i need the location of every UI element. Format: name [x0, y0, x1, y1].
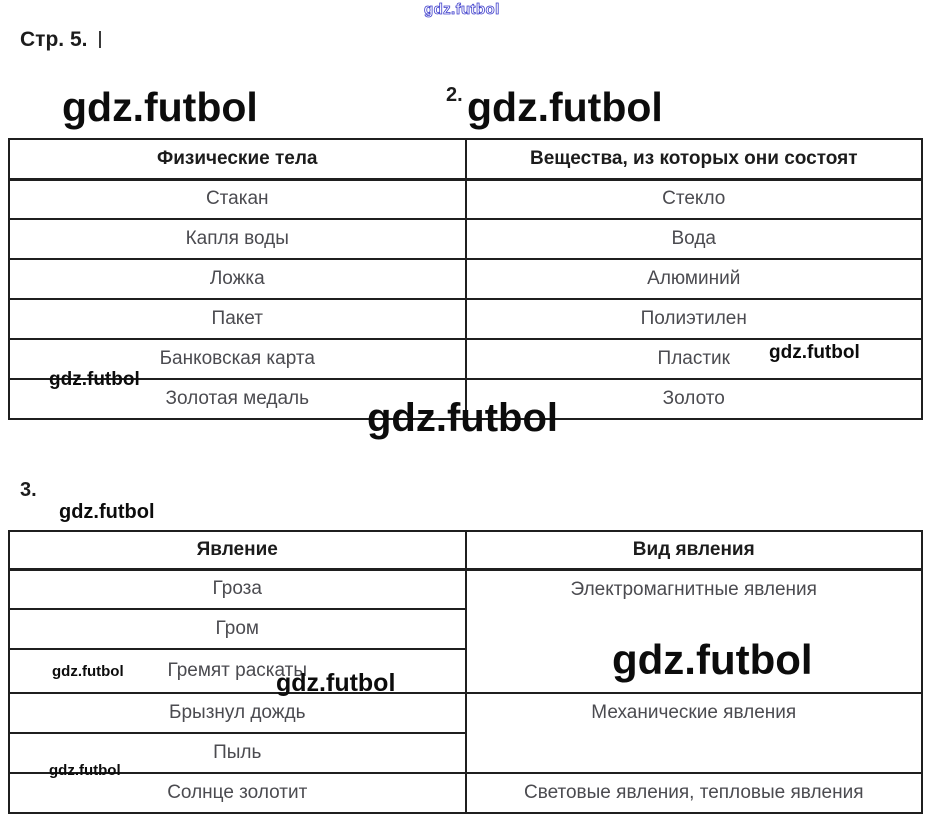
table-cell: Стекло — [464, 178, 923, 220]
table-row: Ложка Алюминий — [8, 258, 923, 300]
table-row: Банковская карта Пластик — [8, 338, 923, 380]
table-row: Гром — [8, 608, 922, 650]
table-cell: Пластик — [464, 338, 923, 380]
table-cell: Ложка — [8, 258, 467, 300]
table-cell-electromagnetic: Электромагнитные явления — [464, 568, 923, 694]
table-cell: Капля воды — [8, 218, 467, 260]
watermark-small-plastic-row: gdz.futbol — [769, 342, 860, 363]
table2-header-phenomenon: Явление — [8, 530, 467, 571]
table-cell: Пакет — [8, 298, 467, 340]
watermark-large-left: gdz.futbol — [62, 84, 258, 130]
table-row: Гроза Электромагнитные явления — [8, 568, 923, 694]
watermark-small-left-2: gdz.futbol — [52, 663, 124, 680]
table2-header-type: Вид явления — [464, 530, 923, 571]
watermark-large-right-column: gdz.futbol — [612, 636, 813, 683]
section-2-label: 2. — [446, 84, 463, 106]
table-header-row: Явление Вид явления — [8, 530, 923, 571]
text-cursor-bar — [99, 31, 101, 48]
table-cell: Стакан — [8, 178, 467, 220]
table-cell: Банковская карта — [8, 338, 467, 380]
table-cell: Золотая медаль — [8, 378, 467, 420]
table-cell-light-thermal: Световые явления, тепловые явления — [464, 772, 923, 814]
watermark-blue-top: gdz.futbol — [424, 1, 500, 18]
table-cell: Солнце золотит — [8, 772, 467, 814]
table-row: Пыль — [8, 732, 922, 774]
table-cell: Золото — [464, 378, 923, 420]
table-row: Стакан Стекло — [8, 178, 923, 220]
table-cell: Гроза — [8, 568, 467, 610]
watermark-small-left-3: gdz.futbol — [49, 762, 121, 779]
watermark-large-right: gdz.futbol — [467, 84, 663, 130]
table-row: Золотая медаль Золото — [8, 378, 923, 420]
table-cell-mechanical: Механические явления — [464, 692, 923, 774]
watermark-large-center: gdz.futbol — [367, 396, 559, 440]
watermark-medium-section3: gdz.futbol — [59, 501, 155, 523]
page-number-label: Стр. 5. — [20, 28, 88, 51]
table-cell: Пыль — [8, 732, 467, 774]
table-physical-bodies: Физические тела Вещества, из которых они… — [8, 138, 923, 420]
table-cell: Алюминий — [464, 258, 923, 300]
table-row: Капля воды Вода — [8, 218, 923, 260]
table-cell: Брызнул дождь — [8, 692, 467, 734]
table-cell: Гром — [8, 608, 467, 650]
table-cell: Гремят раскаты — [8, 648, 467, 694]
watermark-small-left-1: gdz.futbol — [49, 369, 140, 390]
table-row: Гремят раскаты — [8, 648, 922, 694]
section-3-label: 3. — [20, 479, 37, 501]
table-cell: Вода — [464, 218, 923, 260]
table-row: Солнце золотит Световые явления, тепловы… — [8, 772, 923, 814]
table1-header-bodies: Физические тела — [8, 138, 467, 181]
table-row: Пакет Полиэтилен — [8, 298, 923, 340]
table-header-row: Физические тела Вещества, из которых они… — [8, 138, 923, 181]
table1-header-substances: Вещества, из которых они состоят — [464, 138, 923, 181]
table-phenomena: Явление Вид явления Гроза Электромагнитн… — [8, 530, 923, 814]
watermark-medium-center: gdz.futbol — [276, 669, 396, 697]
table-cell: Полиэтилен — [464, 298, 923, 340]
table-row: Брызнул дождь Механические явления — [8, 692, 923, 774]
